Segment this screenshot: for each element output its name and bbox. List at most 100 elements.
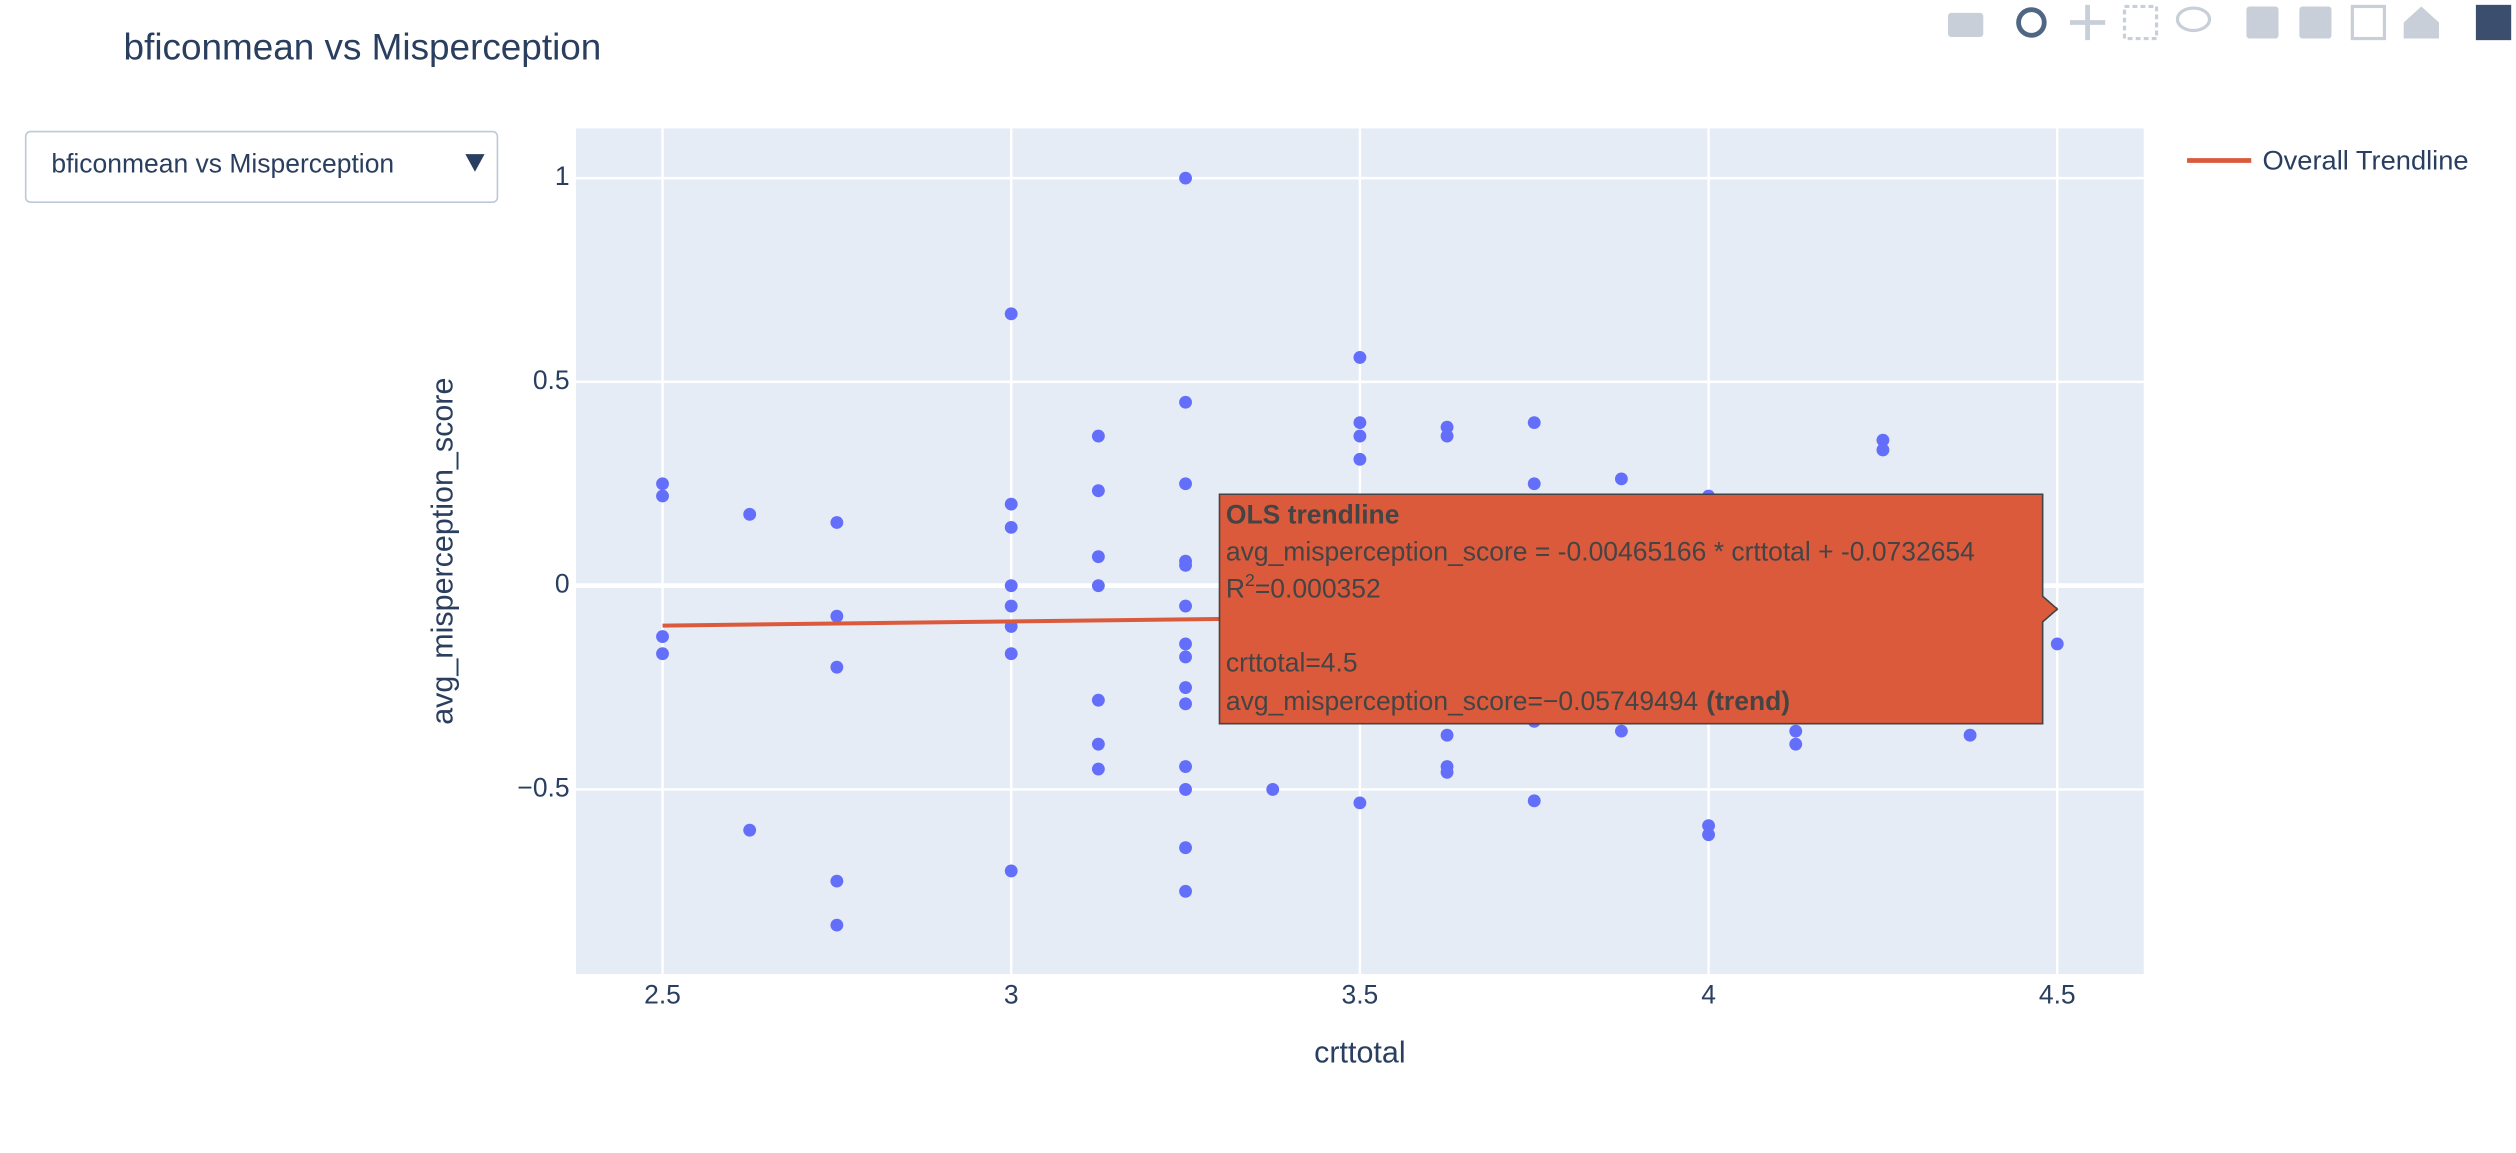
data-point: [1440, 765, 1454, 779]
data-point: [1179, 599, 1192, 613]
data-point: [830, 516, 844, 529]
zoom-icon[interactable]: [2016, 7, 2047, 38]
tooltip-y: avg_misperception_score=−0.05749494 (tren…: [1226, 686, 1790, 716]
data-point: [1353, 452, 1367, 466]
data-point: [1004, 497, 1018, 511]
data-point: [1614, 472, 1628, 486]
zoom-out-icon[interactable]: [2299, 6, 2332, 39]
data-point: [1179, 171, 1192, 185]
data-point: [1179, 681, 1192, 694]
data-point: [743, 507, 757, 521]
data-point: [1876, 433, 1890, 447]
data-point: [1179, 760, 1192, 774]
data-point: [656, 630, 669, 644]
dropdown[interactable]: bficonmean vs Misperception: [24, 130, 499, 204]
data-point: [1004, 647, 1018, 661]
data-point: [1004, 307, 1018, 321]
data-point: [1353, 429, 1367, 443]
dropdown-arrow[interactable]: [465, 154, 485, 172]
tooltip-equation: avg_misperception_score = -0.00465166 * …: [1226, 537, 1975, 567]
tooltip-box: [1218, 493, 2059, 725]
dropdown-box[interactable]: [24, 130, 499, 204]
x-tick-label: 3: [1004, 979, 1019, 1009]
y-tick-label: 1: [555, 161, 570, 191]
tooltip-x: crttotal=4.5: [1226, 647, 1358, 677]
tooltip: OLS trendline avg_misperception_score = -…: [1218, 493, 2059, 725]
data-point: [1179, 841, 1192, 855]
data-point: [743, 823, 757, 837]
tooltip-title: OLS trendline: [1226, 500, 1400, 530]
x-tick-label: 2.5: [644, 979, 681, 1009]
data-point: [1091, 429, 1105, 443]
data-point: [1789, 737, 1803, 751]
zoom-in-icon[interactable]: [2246, 6, 2279, 39]
y-tick-label: 0: [555, 569, 570, 599]
data-point: [1702, 828, 1715, 842]
chart-title: bficonmean vs Misperception: [124, 27, 602, 68]
data-point: [1179, 558, 1192, 572]
data-point: [1091, 693, 1105, 707]
x-tick-label: 4.5: [2039, 979, 2076, 1009]
data-point: [656, 489, 669, 503]
data-point: [1091, 762, 1105, 776]
tooltip-r2: R2=0.000352: [1226, 570, 1381, 604]
data-point: [1876, 443, 1890, 457]
data-point: [1440, 728, 1454, 742]
data-point: [1179, 395, 1192, 409]
data-point: [1440, 429, 1454, 443]
data-point: [2050, 637, 2064, 651]
data-point: [656, 477, 669, 491]
dropdown-label[interactable]: bficonmean vs Misperception: [51, 148, 394, 178]
x-tick-label: 3.5: [1341, 979, 1378, 1009]
tooltip-r2-value: =0.000352: [1255, 574, 1381, 604]
data-point: [1963, 728, 1977, 742]
data-point: [1004, 579, 1018, 593]
tooltip-r2-sup: 2: [1245, 570, 1255, 590]
data-point: [1353, 351, 1367, 364]
data-point: [1353, 416, 1367, 430]
x-axis-label: crttotal: [1314, 1035, 1405, 1069]
data-point: [1353, 796, 1367, 810]
data-point: [1091, 550, 1105, 564]
lasso-icon[interactable]: [2175, 6, 2212, 33]
data-point: [1266, 782, 1280, 796]
data-point: [1091, 484, 1105, 498]
data-point: [1179, 637, 1192, 651]
tooltip-r2-base: R: [1226, 574, 1245, 604]
autoscale-icon[interactable]: [2350, 4, 2387, 41]
data-point: [1179, 477, 1192, 491]
data-point: [1004, 599, 1018, 613]
data-point: [1527, 477, 1541, 491]
data-point: [1527, 794, 1541, 808]
pan-icon[interactable]: [2069, 4, 2106, 41]
data-point: [1789, 724, 1803, 738]
tooltip-y-suffix: (trend): [1706, 686, 1790, 716]
y-axis-label: avg_misperception_score: [426, 378, 460, 725]
reset-icon[interactable]: [2403, 6, 2439, 39]
data-point: [830, 609, 844, 623]
data-point: [1179, 650, 1192, 664]
data-point: [1179, 697, 1192, 711]
legend-label: Overall Trendline: [2262, 144, 2468, 175]
modebar: [1947, 4, 2512, 41]
data-point: [1702, 819, 1715, 833]
tooltip-y-value: avg_misperception_score=−0.05749494: [1226, 686, 1698, 716]
y-tick-label: −0.5: [517, 772, 569, 802]
data-point: [1004, 520, 1018, 534]
data-point: [656, 647, 669, 661]
data-point: [1091, 579, 1105, 593]
data-point: [1004, 864, 1018, 878]
plotly-logo[interactable]: [2475, 4, 2512, 41]
data-point: [1614, 724, 1628, 738]
y-tick-label: 0.5: [533, 365, 570, 395]
data-point: [1440, 420, 1454, 434]
x-tick-label: 4: [1701, 979, 1716, 1009]
data-point: [1179, 884, 1192, 898]
data-point: [1091, 737, 1105, 751]
data-point: [830, 874, 844, 888]
data-point: [830, 660, 844, 674]
data-point: [830, 918, 844, 932]
camera-icon[interactable]: [1947, 12, 1984, 37]
